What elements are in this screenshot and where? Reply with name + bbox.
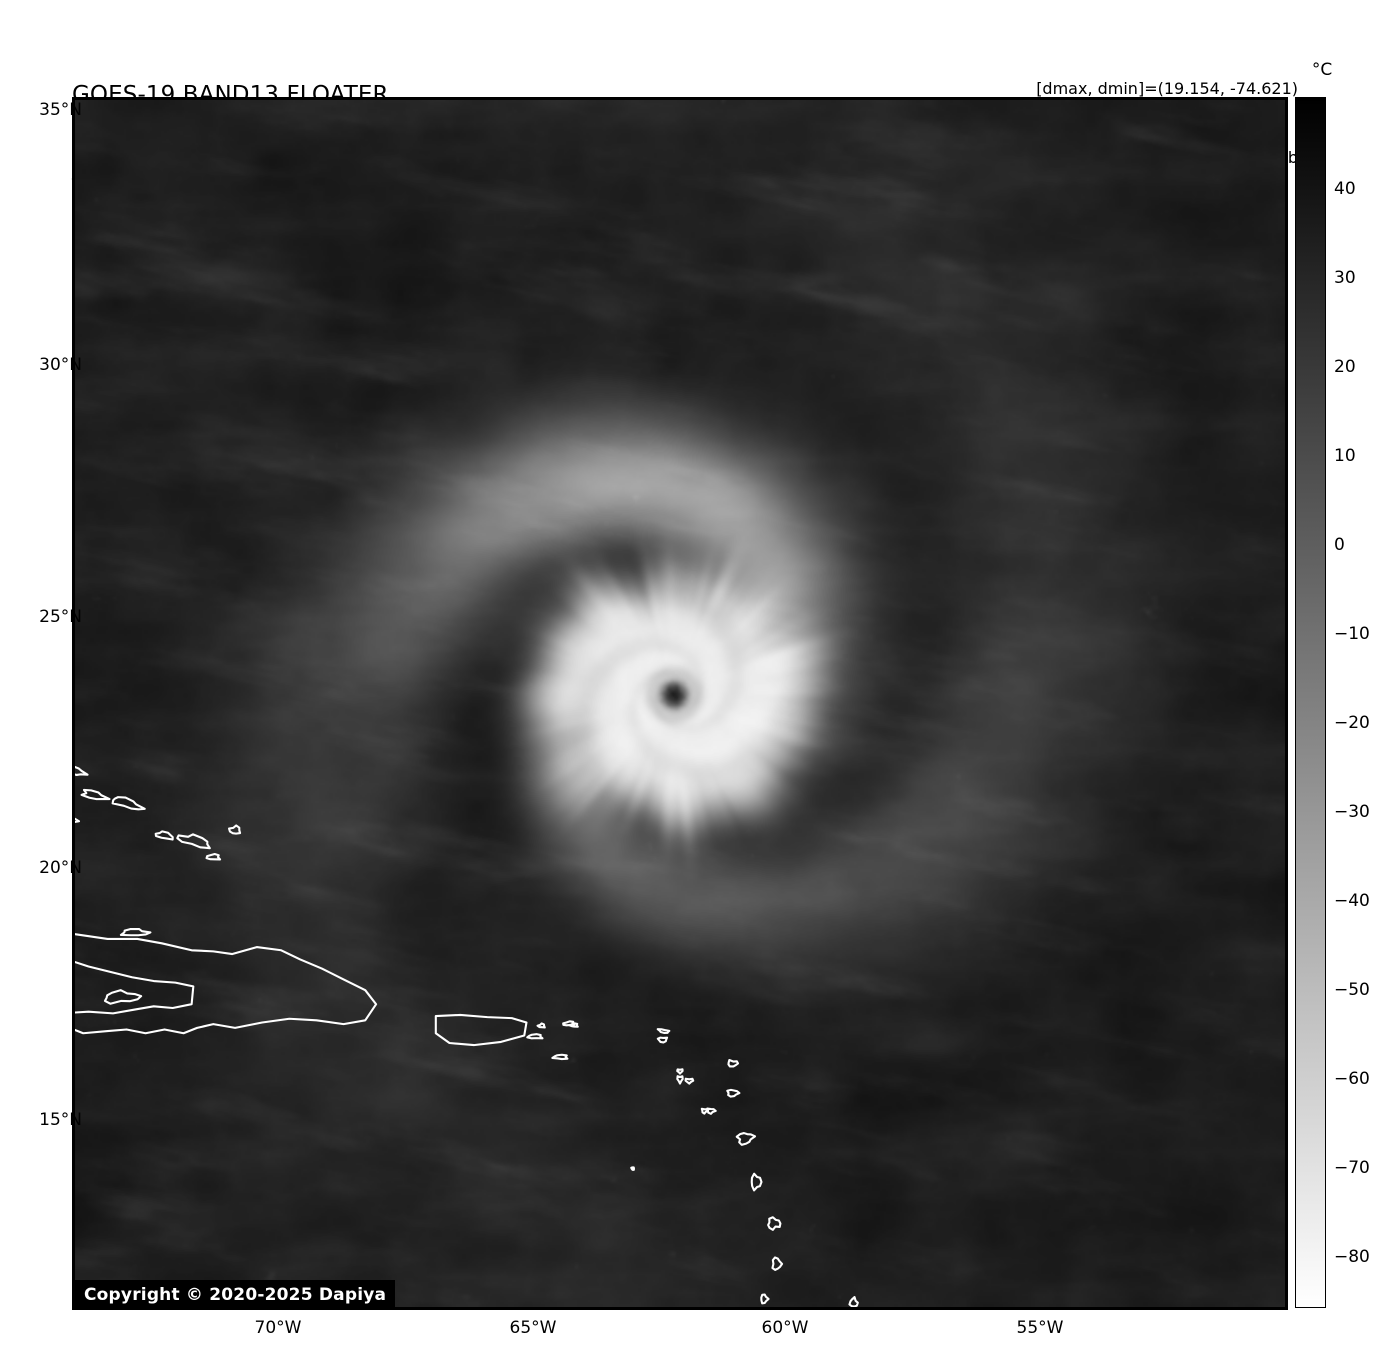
lat-tick-4: 15°N (39, 1110, 82, 1130)
coastline-overlay (75, 765, 859, 1307)
coastline-path (536, 1022, 546, 1029)
coastline-path (111, 796, 146, 811)
coastline-path (676, 1068, 684, 1075)
coastline-path (434, 1013, 528, 1047)
satellite-image-panel[interactable]: Copyright © 2020-2025 Dapiya (72, 97, 1288, 1310)
dmax-dmin-label: [dmax, dmin]=(19.154, -74.621) (1036, 79, 1298, 98)
coastline-path (154, 830, 174, 841)
coastline-path (119, 928, 152, 937)
colorbar-unit-label: °C (1311, 60, 1333, 80)
temperature-colorbar (1295, 97, 1326, 1308)
coastline-path (630, 1166, 635, 1171)
colorbar-tick-1: 30 (1334, 267, 1356, 288)
coastline-path (727, 1058, 740, 1068)
coastline-path (75, 765, 89, 776)
coastline-path (656, 1028, 671, 1035)
coastline-path (726, 1088, 741, 1098)
coastline-path (656, 1036, 669, 1044)
colorbar-tick-3: 10 (1334, 445, 1356, 466)
lat-tick-0: 35°N (39, 100, 82, 120)
coastline-path (735, 1132, 757, 1146)
coastline-path (526, 1033, 544, 1040)
coastline-path (750, 1172, 763, 1192)
coastline-path (80, 788, 111, 801)
coastline-path (684, 1077, 695, 1085)
coastline-path (103, 989, 143, 1005)
colorbar-tick-12: −80 (1334, 1247, 1370, 1268)
colorbar-tick-4: 0 (1334, 534, 1345, 555)
lon-tick-2: 60°W (761, 1318, 809, 1338)
coastline-path (760, 1293, 770, 1305)
colorbar-tick-2: 20 (1334, 356, 1356, 377)
colorbar-tick-11: −70 (1334, 1158, 1370, 1179)
coastline-path (176, 833, 211, 850)
colorbar-tick-10: −60 (1334, 1069, 1370, 1090)
colorbar-tick-6: −20 (1334, 712, 1370, 733)
coastline-path (700, 1107, 709, 1115)
lon-tick-0: 70°W (254, 1318, 302, 1338)
copyright-watermark: Copyright © 2020-2025 Dapiya (75, 1280, 396, 1307)
coastline-path (75, 817, 81, 824)
colorbar-tick-8: −40 (1334, 891, 1370, 912)
colorbar-tick-5: −10 (1334, 623, 1370, 644)
coastline-path (767, 1216, 782, 1231)
coastline-path (75, 933, 378, 1035)
lon-tick-1: 65°W (509, 1318, 557, 1338)
coastline-path (551, 1053, 569, 1061)
colorbar-tick-7: −30 (1334, 802, 1370, 823)
coastline-path (848, 1296, 859, 1307)
colorbar-tick-9: −50 (1334, 980, 1370, 1001)
coastline-path (771, 1256, 784, 1271)
lat-tick-1: 30°N (39, 355, 82, 375)
coastline-path (568, 1022, 579, 1028)
coastline-path (205, 853, 222, 861)
infrared-satellite-image (75, 100, 1285, 1307)
colorbar-tick-0: 40 (1334, 178, 1356, 199)
lon-tick-3: 55°W (1016, 1318, 1064, 1338)
lat-tick-3: 20°N (39, 858, 82, 878)
lat-tick-2: 25°N (39, 607, 82, 627)
coastline-path (676, 1075, 684, 1085)
coastline-path (227, 824, 242, 835)
